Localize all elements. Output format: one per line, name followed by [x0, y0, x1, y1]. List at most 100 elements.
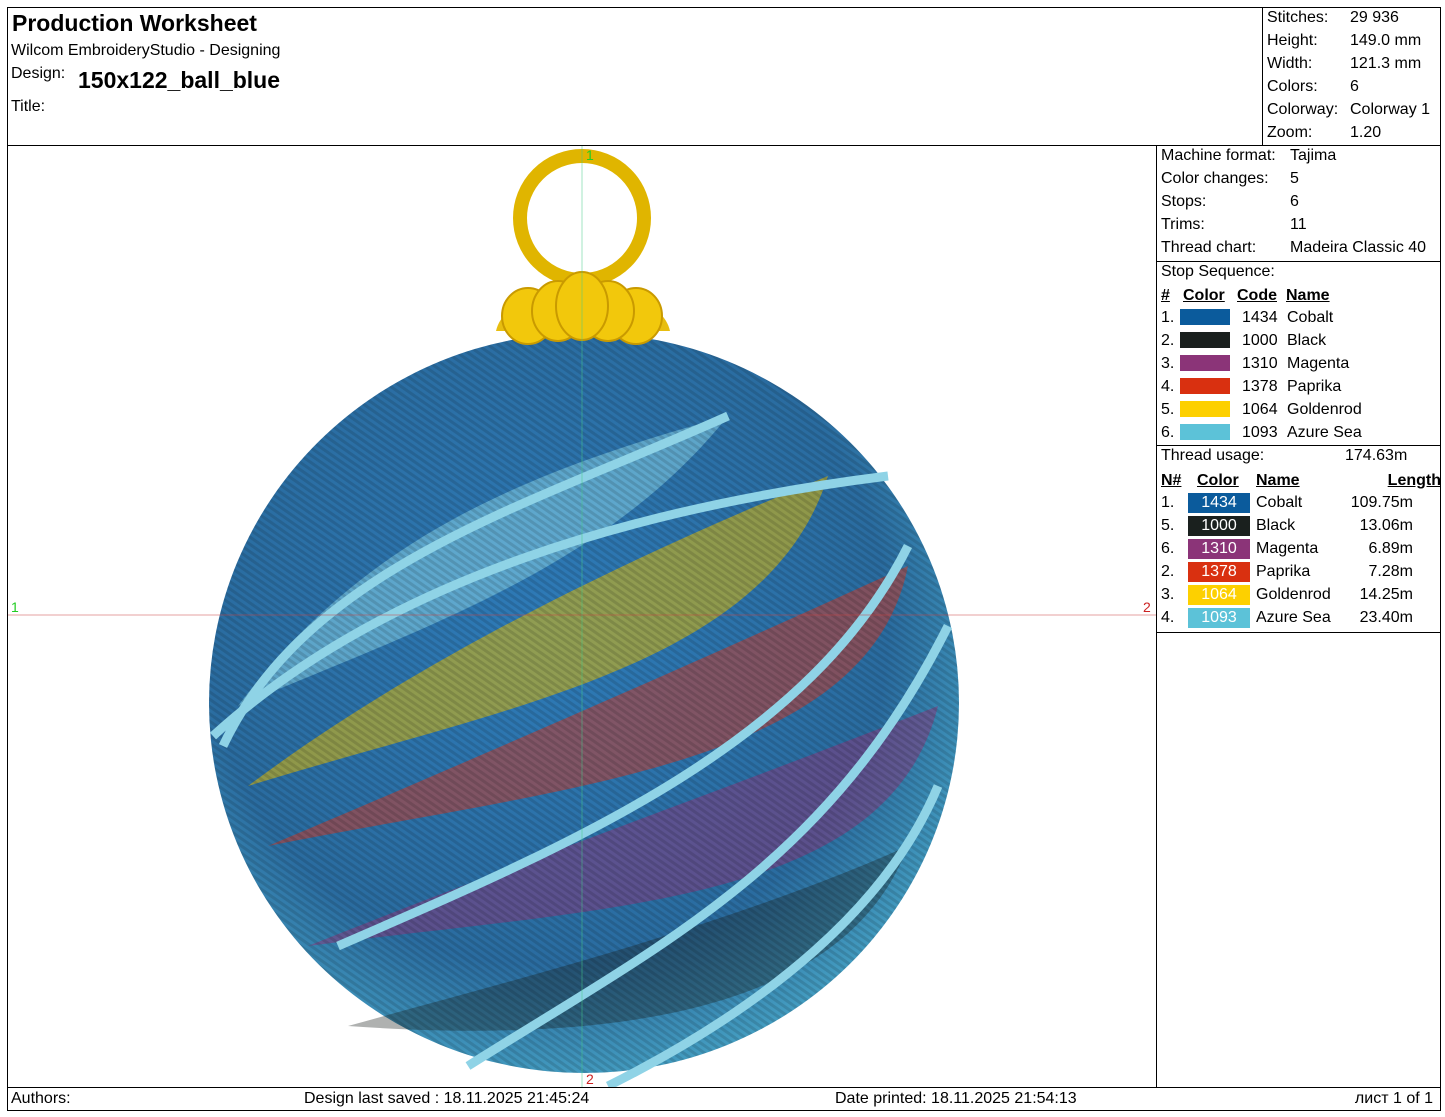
name: Cobalt — [1287, 309, 1334, 326]
machine-value: Tajima — [1290, 147, 1337, 164]
summary-label: Width: — [1267, 55, 1313, 72]
row-number: 4. — [1161, 378, 1175, 395]
machine-value: 6 — [1290, 193, 1299, 210]
code: 1093 — [1242, 424, 1278, 441]
marker: 2 — [1143, 599, 1151, 615]
swatch: 1434 — [1188, 493, 1250, 513]
code: 1434 — [1242, 309, 1278, 326]
machine-label: Thread chart: — [1161, 239, 1257, 256]
design-label: Design: — [11, 65, 66, 82]
summary-label: Zoom: — [1267, 124, 1313, 141]
column-header: Color — [1197, 472, 1239, 489]
name: Magenta — [1287, 355, 1350, 372]
row-number: 6. — [1161, 540, 1175, 557]
code: 1064 — [1242, 401, 1278, 418]
ornament — [209, 149, 959, 1087]
marker: 1 — [11, 599, 19, 615]
sheet: лист 1 of 1 — [1354, 1090, 1433, 1107]
row-number: 5. — [1161, 517, 1175, 534]
name: Azure Sea — [1256, 609, 1331, 626]
divider — [7, 1087, 1441, 1088]
summary-value: 6 — [1350, 78, 1359, 95]
name: Paprika — [1256, 563, 1311, 580]
code: 1310 — [1242, 355, 1278, 372]
column-header: Color — [1183, 287, 1225, 304]
column-header: N# — [1161, 472, 1182, 489]
summary-value: Colorway 1 — [1350, 101, 1431, 118]
name: Black — [1256, 517, 1296, 534]
border — [7, 1110, 1441, 1111]
name: Cobalt — [1256, 494, 1303, 511]
column-header: Name — [1286, 287, 1330, 304]
divider — [1156, 261, 1441, 262]
swatch — [1180, 378, 1230, 394]
column-header: # — [1161, 287, 1170, 304]
divider — [1156, 145, 1157, 1088]
usage-label: Thread usage: — [1161, 447, 1265, 464]
saved: Design last saved : 18.11.2025 21:45:24 — [304, 1090, 590, 1107]
swatch: 1093 — [1188, 608, 1250, 628]
machine-value: 5 — [1290, 170, 1299, 187]
swatch: 1000 — [1188, 516, 1250, 536]
code: 1000 — [1242, 332, 1278, 349]
length: 13.06m — [1359, 517, 1413, 534]
machine-value: 11 — [1290, 216, 1307, 233]
row-number: 1. — [1161, 309, 1175, 326]
border — [1440, 7, 1441, 1111]
column-header: Name — [1256, 472, 1300, 489]
summary-label: Height: — [1267, 32, 1318, 49]
printed: Date printed: 18.11.2025 21:54:13 — [835, 1090, 1077, 1107]
authors: Authors: — [11, 1090, 71, 1107]
swatch — [1180, 332, 1230, 348]
title: Production Worksheet — [12, 10, 257, 36]
summary-value: 149.0 mm — [1350, 32, 1422, 49]
title-label: Title: — [11, 98, 46, 115]
swatch: 1310 — [1188, 539, 1250, 559]
divider — [1156, 632, 1441, 633]
code: 1378 — [1242, 378, 1278, 395]
length: 109.75m — [1350, 494, 1413, 511]
column-header: Length — [1387, 472, 1441, 489]
machine-value: Madeira Classic 40 — [1290, 239, 1427, 256]
stop-title: Stop Sequence: — [1161, 263, 1275, 280]
marker: 2 — [586, 1071, 594, 1087]
swatch — [1180, 401, 1230, 417]
name: Black — [1287, 332, 1327, 349]
row-number: 3. — [1161, 586, 1175, 603]
swatch — [1180, 424, 1230, 440]
row-number: 6. — [1161, 424, 1175, 441]
length: 23.40m — [1359, 609, 1413, 626]
row-number: 5. — [1161, 401, 1175, 418]
row-number: 3. — [1161, 355, 1175, 372]
summary-label: Colors: — [1267, 78, 1318, 95]
name: Azure Sea — [1287, 424, 1362, 441]
machine-label: Machine format: — [1161, 147, 1276, 164]
design-preview — [8, 146, 1156, 1087]
length: 6.89m — [1368, 540, 1413, 557]
usage-total: 174.63m — [1345, 447, 1408, 464]
swatch — [1180, 309, 1230, 325]
machine-label: Stops: — [1161, 193, 1207, 210]
design-name: 150x122_ball_blue — [78, 67, 281, 93]
summary-value: 29 936 — [1350, 9, 1399, 26]
column-header: Code — [1237, 287, 1277, 304]
machine-label: Color changes: — [1161, 170, 1269, 187]
swatch — [1180, 355, 1230, 371]
swatch: 1378 — [1188, 562, 1250, 582]
marker: 1 — [586, 147, 594, 163]
row-number: 4. — [1161, 609, 1175, 626]
name: Goldenrod — [1287, 401, 1362, 418]
divider — [1262, 7, 1263, 146]
length: 7.28m — [1368, 563, 1413, 580]
summary-value: 121.3 mm — [1350, 55, 1422, 72]
length: 14.25m — [1359, 586, 1413, 603]
software: Wilcom EmbroideryStudio - Designing — [11, 42, 281, 59]
name: Paprika — [1287, 378, 1342, 395]
row-number: 2. — [1161, 332, 1175, 349]
name: Magenta — [1256, 540, 1319, 557]
divider — [1156, 445, 1441, 446]
summary-label: Stitches: — [1267, 9, 1329, 26]
border — [7, 7, 1441, 8]
swatch: 1064 — [1188, 585, 1250, 605]
